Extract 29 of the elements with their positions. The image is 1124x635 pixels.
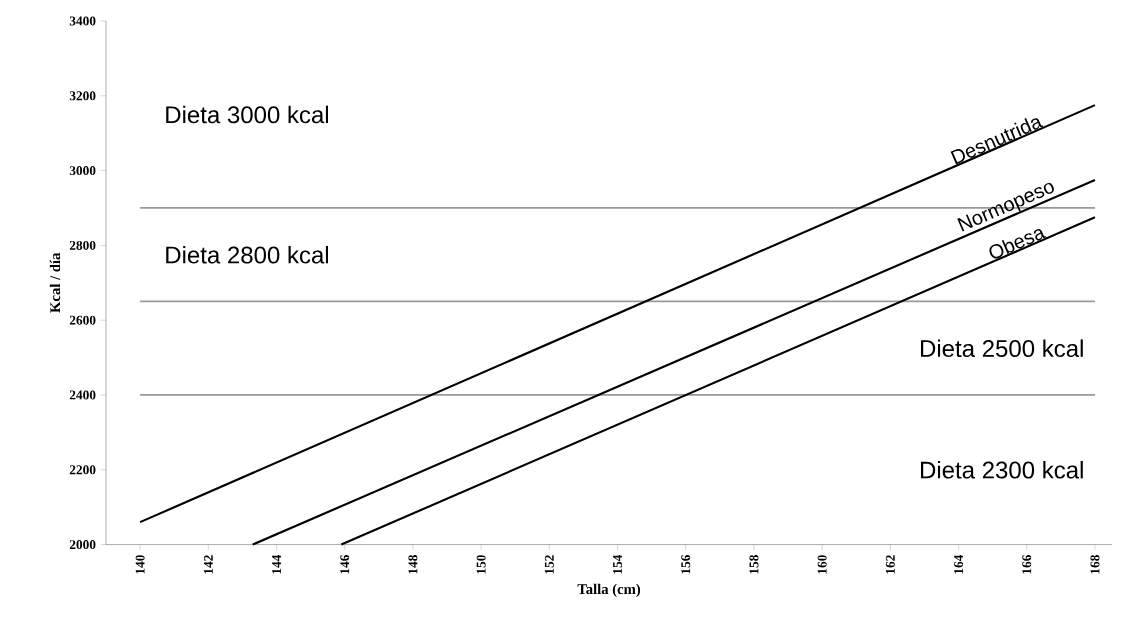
x-tick-label: 164 — [954, 554, 964, 574]
x-tick-label: 150 — [476, 555, 486, 574]
y-tick-label: 2400 — [69, 390, 96, 400]
y-tick-label: 2800 — [69, 240, 96, 250]
annotation: Dieta 2800 kcal — [166, 245, 329, 264]
annotation: Dieta 2500 kcal — [920, 339, 1083, 358]
x-axis-title: Talla (cm) — [577, 583, 641, 598]
x-tick-label: 160 — [817, 555, 827, 574]
x-tick-label: 158 — [749, 555, 759, 574]
y-tick-label: 3400 — [69, 16, 96, 26]
x-tick-label: 162 — [885, 555, 895, 574]
y-axis-title: Kcal / día — [49, 252, 61, 313]
y-tick-label: 3000 — [69, 166, 96, 176]
y-tick-label: 2000 — [69, 540, 96, 550]
x-tick-label: 156 — [681, 555, 691, 574]
x-tick-label: 168 — [1090, 555, 1100, 574]
x-tick-label: 140 — [135, 555, 145, 574]
y-tick-label: 2600 — [69, 315, 96, 325]
x-tick-label: 166 — [1022, 555, 1032, 574]
x-tick-label: 142 — [203, 555, 213, 574]
x-tick-label: 148 — [408, 555, 418, 574]
x-tick-label: 144 — [272, 554, 281, 574]
annotation: Dieta 3000 kcal — [166, 105, 329, 124]
x-tick-label: 146 — [340, 555, 350, 574]
x-tick-label: 152 — [544, 555, 554, 574]
annotation: Dieta 2300 kcal — [920, 460, 1083, 479]
x-tick-label: 154 — [613, 554, 622, 574]
y-tick-label: 3200 — [69, 91, 96, 101]
y-tick-label: 2200 — [69, 465, 96, 475]
